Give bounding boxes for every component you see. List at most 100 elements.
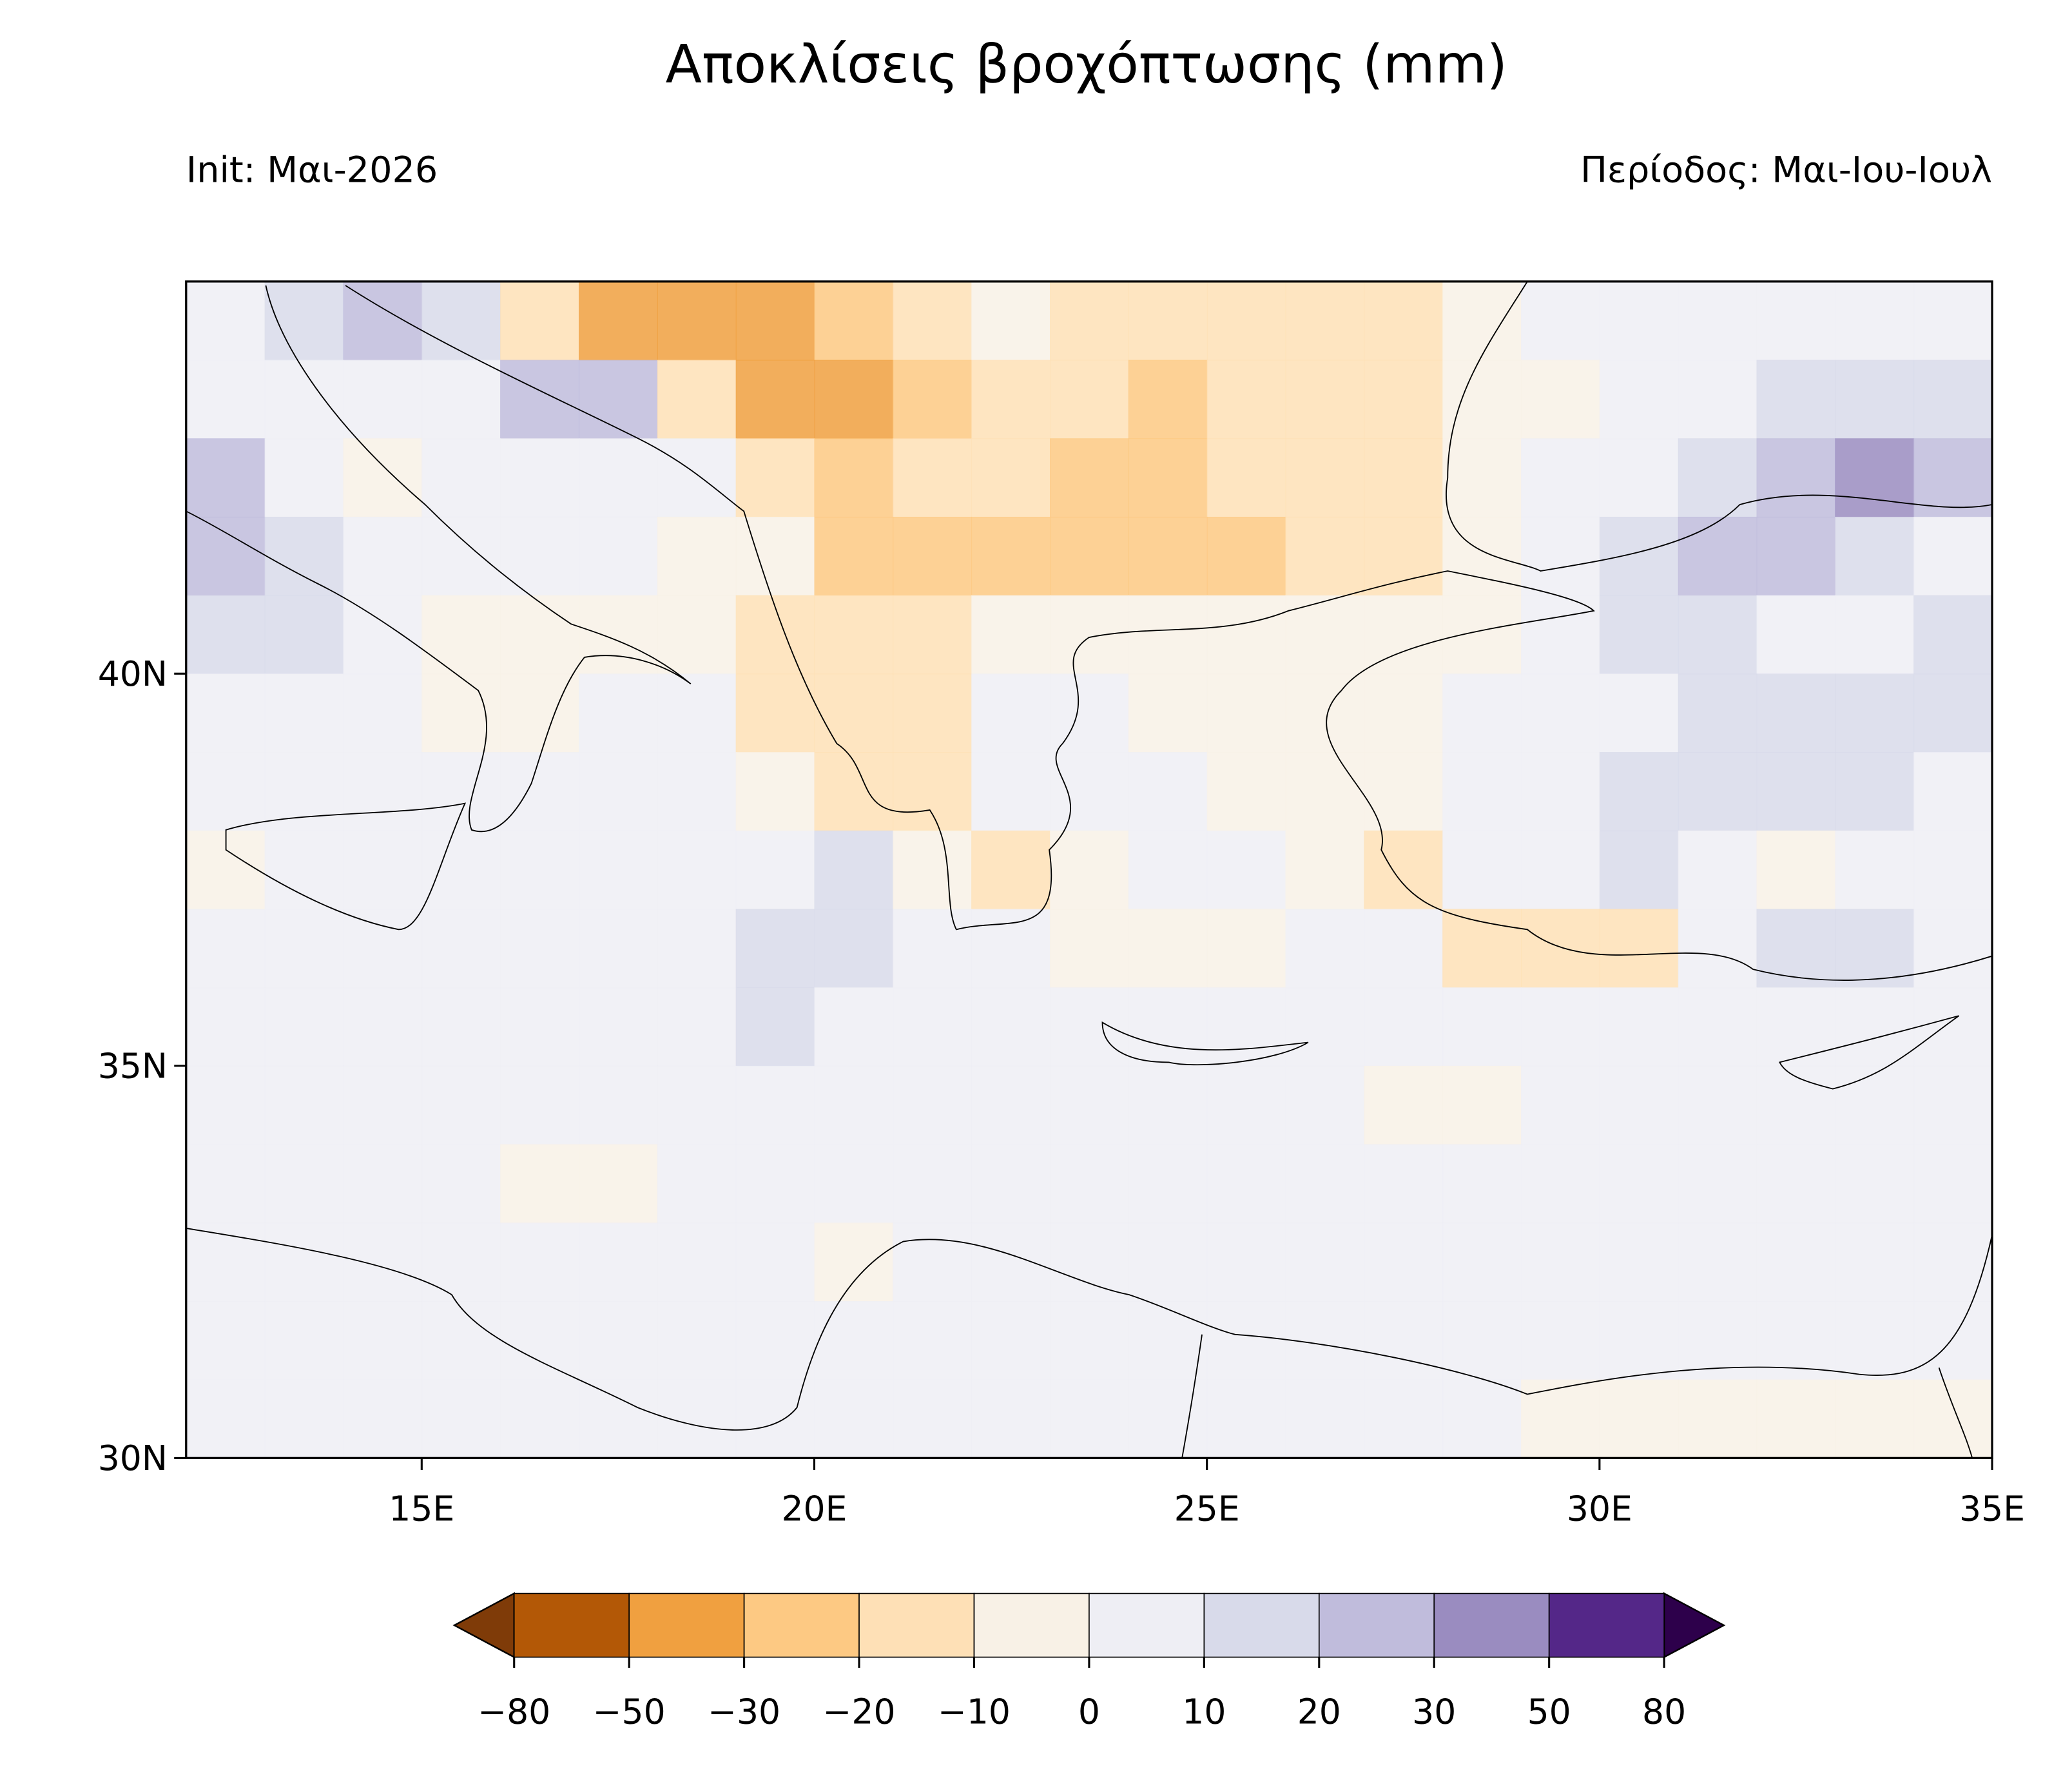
grid-cell (1442, 909, 1522, 989)
grid-cell (1913, 987, 1993, 1067)
grid-cell (1364, 1379, 1444, 1459)
grid-cell (1364, 673, 1444, 753)
grid-cell (421, 1065, 501, 1145)
grid-cell (735, 1301, 815, 1380)
grid-cell (1364, 1065, 1444, 1145)
grid-cell (343, 281, 423, 361)
grid-cell (1050, 752, 1129, 831)
grid-cell (1599, 281, 1679, 361)
grid-cell (893, 516, 973, 596)
grid-cell (657, 909, 737, 989)
grid-cell (814, 360, 894, 440)
x-tick-label: 20E (781, 1488, 847, 1529)
grid-cell (814, 1222, 894, 1302)
grid-cell (1756, 673, 1836, 753)
grid-cell (1285, 1065, 1365, 1145)
grid-cell (1521, 1379, 1600, 1459)
grid-cell (1206, 1222, 1286, 1302)
grid-cell (1050, 673, 1129, 753)
grid-cell (1835, 673, 1915, 753)
grid-cell (1206, 752, 1286, 831)
grid-cell (1521, 595, 1600, 675)
grid-cell (421, 752, 501, 831)
grid-cell (421, 909, 501, 989)
grid-cell (1835, 360, 1915, 440)
grid-cell (578, 909, 658, 989)
grid-cell (1756, 909, 1836, 989)
grid-cell (343, 987, 423, 1067)
grid-cell (186, 595, 266, 675)
grid-cell (1599, 1144, 1679, 1224)
grid-cell (1599, 1379, 1679, 1459)
grid-cell (1206, 673, 1286, 753)
grid-cell (421, 987, 501, 1067)
grid-cell (578, 830, 658, 910)
grid-cell (893, 360, 973, 440)
grid-cell (1442, 1301, 1522, 1380)
grid-cell (893, 1379, 973, 1459)
grid-cell (1599, 438, 1679, 517)
grid-cell (1756, 987, 1836, 1067)
grid-cell (1678, 987, 1757, 1067)
grid-cell (1521, 830, 1600, 910)
grid-cell (1285, 438, 1365, 517)
grid-cell (1285, 752, 1365, 831)
grid-cell (657, 987, 737, 1067)
grid-cell (343, 830, 423, 910)
grid-cell (1285, 1379, 1365, 1459)
grid-cell (1206, 1379, 1286, 1459)
chart-title: Αποκλίσεις βροχόπτωσης (mm) (666, 34, 1507, 95)
grid-cell (578, 987, 658, 1067)
grid-cell (971, 1301, 1051, 1380)
grid-cell (1364, 1144, 1444, 1224)
x-tick-label: 15E (389, 1488, 454, 1529)
axes: 15E 20E 25E 30E 35E 30N 35N 40N (98, 653, 2025, 1529)
grid-cell (186, 516, 266, 596)
grid-cell (1050, 909, 1129, 989)
grid-cell (971, 1144, 1051, 1224)
grid-cell (578, 752, 658, 831)
y-tick-label: 35N (98, 1045, 168, 1086)
grid-cell (1128, 909, 1208, 989)
grid-cell (421, 1379, 501, 1459)
grid-cell (264, 1379, 344, 1459)
grid-cell (1050, 987, 1129, 1067)
grid-cell (578, 516, 658, 596)
grid-cell (1442, 752, 1522, 831)
colorbar-segment (858, 1592, 975, 1658)
grid-cell (735, 1144, 815, 1224)
grid-cell (343, 909, 423, 989)
grid-cell (1913, 1301, 1993, 1380)
grid-cell (500, 281, 580, 361)
grid-cell (1364, 752, 1444, 831)
coastline (1181, 1334, 1973, 1458)
grid-cell (1756, 516, 1836, 596)
grid-cell (1206, 438, 1286, 517)
grid-cell (1050, 281, 1129, 361)
grid-cell (578, 1301, 658, 1380)
grid-cell (971, 1379, 1051, 1459)
grid-cell (343, 1065, 423, 1145)
grid-cell (264, 1065, 344, 1145)
coastline (225, 802, 467, 931)
grid-cell (1442, 1144, 1522, 1224)
grid-cell (1756, 1222, 1836, 1302)
grid-cell (1206, 281, 1286, 361)
grid-cell (264, 438, 344, 517)
grid-cell (1050, 360, 1129, 440)
grid-cell (1206, 830, 1286, 910)
grid-cell (657, 595, 737, 675)
grid-cell (1835, 595, 1915, 675)
grid-cell (814, 1144, 894, 1224)
grid-cell (971, 987, 1051, 1067)
grid-cell (264, 595, 344, 675)
grid-cell (1128, 1301, 1208, 1380)
colorbar-segment (628, 1592, 745, 1658)
grid-cell (264, 830, 344, 910)
grid-cell (1521, 1222, 1600, 1302)
grid-cell (1913, 909, 1993, 989)
grid-cell (1206, 987, 1286, 1067)
grid-cell (186, 909, 266, 989)
grid-cell (578, 360, 658, 440)
